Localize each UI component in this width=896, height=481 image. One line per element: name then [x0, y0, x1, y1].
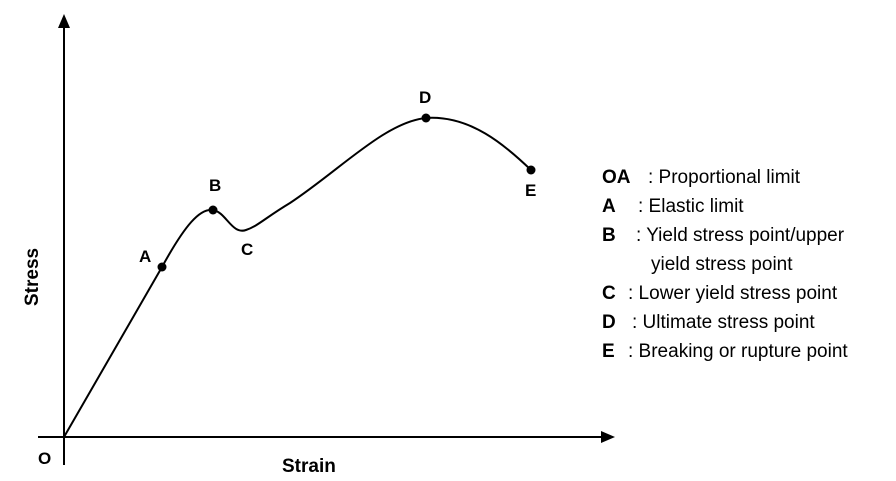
point-c-label: C [241, 240, 253, 259]
legend-text-continued: yield stress point [651, 254, 793, 275]
stress-strain-curve [63, 116, 532, 438]
legend-text: : Proportional limit [648, 167, 801, 188]
legend-key: OA [602, 167, 631, 188]
y-axis-title: Stress [22, 248, 43, 306]
legend-row-c: C : Lower yield stress point [602, 279, 894, 308]
point-b-label: B [209, 176, 221, 195]
point-a-marker [157, 262, 167, 272]
legend-row-oa: OA : Proportional limit [602, 163, 894, 192]
point-d-label: D [419, 88, 431, 107]
legend-row-d: D : Ultimate stress point [602, 308, 894, 337]
legend-key: A [602, 196, 616, 217]
legend-key: B [602, 225, 616, 246]
legend-text: : Ultimate stress point [632, 312, 815, 333]
legend-text: : Breaking or rupture point [628, 341, 848, 362]
legend-text: : Lower yield stress point [628, 283, 838, 304]
point-b-marker [208, 205, 218, 215]
legend-key: D [602, 312, 616, 333]
legend-row-e: E : Breaking or rupture point [602, 337, 894, 366]
point-a-label: A [139, 247, 151, 266]
legend-row-b: B : Yield stress point/upper [602, 221, 894, 250]
legend: OA : Proportional limit A : Elastic limi… [602, 163, 894, 366]
point-d-marker [421, 113, 431, 123]
legend-key: C [602, 283, 616, 304]
origin-label: O [38, 449, 51, 468]
legend-text: : Elastic limit [638, 196, 744, 217]
legend-key: E [602, 341, 615, 362]
legend-text: : Yield stress point/upper [636, 225, 845, 246]
x-axis-title: Strain [282, 456, 336, 477]
point-e-marker [526, 165, 536, 175]
x-axis-arrowhead [601, 431, 615, 443]
legend-row-a: A : Elastic limit [602, 192, 894, 221]
legend-row-b-continued: yield stress point [602, 250, 894, 279]
point-e-label: E [525, 181, 536, 200]
y-axis-arrowhead [58, 14, 70, 28]
